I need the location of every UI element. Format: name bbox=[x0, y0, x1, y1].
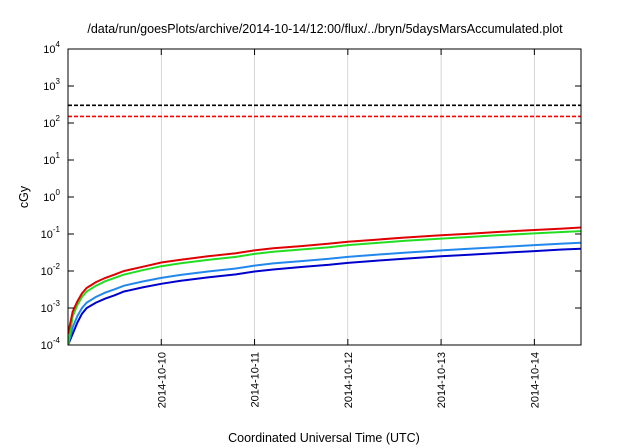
y-tick-label: 100 bbox=[43, 188, 60, 204]
plot-frame bbox=[67, 48, 582, 346]
y-tick-base: 10 bbox=[41, 340, 53, 352]
series-line bbox=[68, 241, 581, 345]
y-tick-label: 102 bbox=[43, 114, 60, 130]
y-tick-exponent: -4 bbox=[53, 336, 61, 345]
chart-title: /data/run/goesPlots/archive/2014-10-14/1… bbox=[87, 22, 563, 36]
y-tick-exponent: 2 bbox=[56, 114, 61, 123]
x-tick-label: 2014-10-12 bbox=[343, 352, 355, 408]
series-line bbox=[68, 247, 581, 345]
y-tick-exponent: -2 bbox=[53, 262, 61, 271]
x-axis-label: Coordinated Universal Time (UTC) bbox=[228, 431, 420, 445]
plot-area bbox=[68, 49, 581, 345]
y-tick-exponent: 1 bbox=[56, 151, 61, 160]
y-tick-base: 10 bbox=[43, 44, 55, 56]
x-tick-label: 2014-10-10 bbox=[156, 352, 168, 408]
y-tick-label: 10-4 bbox=[41, 336, 61, 352]
series-line bbox=[68, 230, 581, 345]
y-tick-exponent: 0 bbox=[56, 188, 61, 197]
x-axis: 2014-10-10 2014-10-11 2014-10-12 2014-10-13… bbox=[156, 49, 541, 408]
y-tick-label: 10-2 bbox=[41, 262, 61, 278]
y-tick-label: 104 bbox=[43, 40, 60, 56]
x-tick-label: 2014-10-14 bbox=[529, 352, 541, 408]
x-tick-label: 2014-10-13 bbox=[436, 352, 448, 408]
y-tick-base: 10 bbox=[41, 303, 53, 315]
y-tick-base: 10 bbox=[43, 81, 55, 93]
y-tick-base: 10 bbox=[43, 155, 55, 167]
y-tick-label: 101 bbox=[43, 151, 60, 167]
y-tick-exponent: -3 bbox=[53, 299, 61, 308]
y-tick-exponent: -1 bbox=[53, 225, 61, 234]
series-line bbox=[68, 226, 581, 335]
y-tick-exponent: 3 bbox=[56, 77, 61, 86]
y-tick-base: 10 bbox=[43, 192, 55, 204]
y-tick-label: 10-3 bbox=[41, 299, 61, 315]
y-tick-label: 10-1 bbox=[41, 225, 61, 241]
y-tick-base: 10 bbox=[43, 118, 55, 130]
y-tick-base: 10 bbox=[41, 266, 53, 278]
y-axis-label: cGy bbox=[17, 185, 31, 208]
y-tick-exponent: 4 bbox=[56, 40, 61, 49]
y-tick-base: 10 bbox=[41, 229, 53, 241]
y-tick-label: 103 bbox=[43, 77, 60, 93]
x-tick-label: 2014-10-11 bbox=[250, 352, 262, 407]
